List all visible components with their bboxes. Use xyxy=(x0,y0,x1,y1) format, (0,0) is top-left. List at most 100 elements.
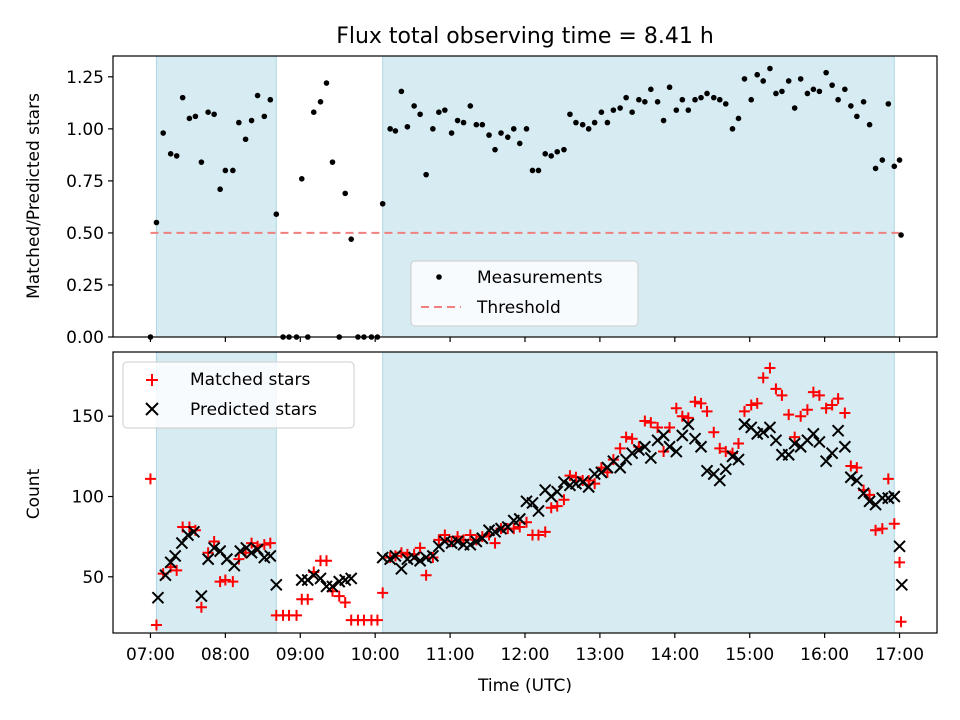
measurement-point xyxy=(585,126,592,132)
measurement-point xyxy=(623,94,629,101)
predicted-stars-point xyxy=(426,549,440,563)
measurement-point xyxy=(167,151,174,157)
predicted-stars-point xyxy=(700,464,714,478)
measurement-point xyxy=(348,236,355,242)
matched-stars-point xyxy=(614,442,626,454)
measurement-point xyxy=(267,96,274,103)
measurement-point xyxy=(767,65,773,72)
predicted-stars-point xyxy=(234,544,247,558)
matched-stars-point xyxy=(377,587,389,599)
matched-stars-point xyxy=(689,396,701,408)
measurement-point xyxy=(610,107,617,113)
measurement-point xyxy=(387,126,393,132)
measurement-point xyxy=(854,113,860,120)
measurement-point xyxy=(866,121,873,128)
matched-stars-point xyxy=(776,389,788,401)
measurement-point xyxy=(898,232,904,238)
measurement-point xyxy=(848,103,854,109)
measurement-point xyxy=(816,88,823,95)
measurement-point xyxy=(467,103,474,109)
measurement-point xyxy=(779,88,785,95)
measurement-point xyxy=(860,98,867,105)
matched-stars-point xyxy=(870,524,882,536)
measurement-point xyxy=(617,105,623,111)
predicted-stars-point xyxy=(676,429,689,442)
matched-stars-point xyxy=(414,542,426,554)
legend-measurements-label: Measurements xyxy=(477,268,603,288)
matched-stars-point xyxy=(882,473,894,485)
predicted-stars-point xyxy=(644,451,658,465)
measurement-point xyxy=(567,111,573,118)
bottom-y-tick-label: 150 xyxy=(72,407,104,427)
matched-stars-point xyxy=(645,417,657,429)
matched-stars-point xyxy=(682,412,694,424)
measurement-point xyxy=(735,115,742,122)
measurement-point xyxy=(498,130,504,136)
measurement-point xyxy=(791,105,798,111)
measurement-point xyxy=(273,211,280,217)
matched-stars-point xyxy=(845,460,857,472)
measurement-point xyxy=(411,103,417,109)
measurement-point xyxy=(436,109,442,115)
x-tick-label: 17:00 xyxy=(875,645,924,665)
measurement-point xyxy=(479,121,486,128)
predicted-stars-point xyxy=(207,541,221,555)
matched-stars-point xyxy=(539,526,551,538)
x-tick-label: 09:00 xyxy=(276,645,325,665)
x-tick-label: 07:00 xyxy=(126,645,175,665)
x-axis-label: Time (UTC) xyxy=(477,676,572,696)
top-legend-box xyxy=(410,260,639,327)
measurement-point xyxy=(842,86,848,93)
matched-stars-point xyxy=(195,601,207,613)
matched-stars-point xyxy=(570,471,582,483)
matched-stars-point xyxy=(720,446,732,458)
predicted-stars-point xyxy=(831,424,845,437)
predicted-stars-point xyxy=(413,554,427,567)
measurement-point xyxy=(673,107,680,113)
measurement-point xyxy=(679,96,686,103)
matched-stars-point xyxy=(333,590,345,602)
predicted-stars-point xyxy=(670,445,683,458)
predicted-stars-point xyxy=(613,461,627,474)
measurement-point xyxy=(698,94,704,101)
predicted-stars-point xyxy=(187,525,201,539)
matched-stars-point xyxy=(320,555,332,567)
predicted-stars-point xyxy=(726,450,739,463)
predicted-stars-point xyxy=(719,463,732,476)
top-y-tick-label: 0.50 xyxy=(66,224,104,244)
measurement-point xyxy=(729,126,736,132)
measurement-point xyxy=(885,101,892,107)
measurement-point xyxy=(573,119,579,126)
top-legend: Measurements Threshold xyxy=(410,260,639,327)
matched-stars-point xyxy=(639,415,651,427)
matched-stars-point xyxy=(895,616,907,628)
measurement-point xyxy=(173,153,180,159)
predicted-stars-point xyxy=(895,578,909,592)
bottom-shaded-interval xyxy=(382,351,895,634)
measurement-point xyxy=(310,109,317,115)
x-tick-label: 12:00 xyxy=(501,645,550,665)
matched-stars-point xyxy=(764,362,776,374)
matched-stars-point xyxy=(832,393,844,405)
measurement-point xyxy=(442,107,448,113)
measurement-point xyxy=(710,94,717,101)
matched-stars-point xyxy=(427,552,439,564)
predicted-stars-point xyxy=(844,471,858,484)
predicted-stars-point xyxy=(857,487,870,500)
predicted-stars-point xyxy=(663,440,676,453)
predicted-stars-point xyxy=(464,538,477,551)
predicted-stars-point xyxy=(688,432,702,445)
matched-stars-point xyxy=(820,402,832,414)
predicted-stars-point xyxy=(389,549,402,563)
predicted-stars-point xyxy=(151,591,165,604)
measurement-point xyxy=(198,159,205,165)
measurement-point xyxy=(404,123,411,130)
matched-stars-point xyxy=(757,372,769,384)
matched-stars-point xyxy=(813,389,825,401)
matched-stars-point xyxy=(770,383,782,395)
matched-stars-point xyxy=(233,553,245,565)
measurement-point xyxy=(392,128,399,134)
predicted-stars-point xyxy=(788,437,801,450)
matched-stars-point xyxy=(676,410,688,422)
